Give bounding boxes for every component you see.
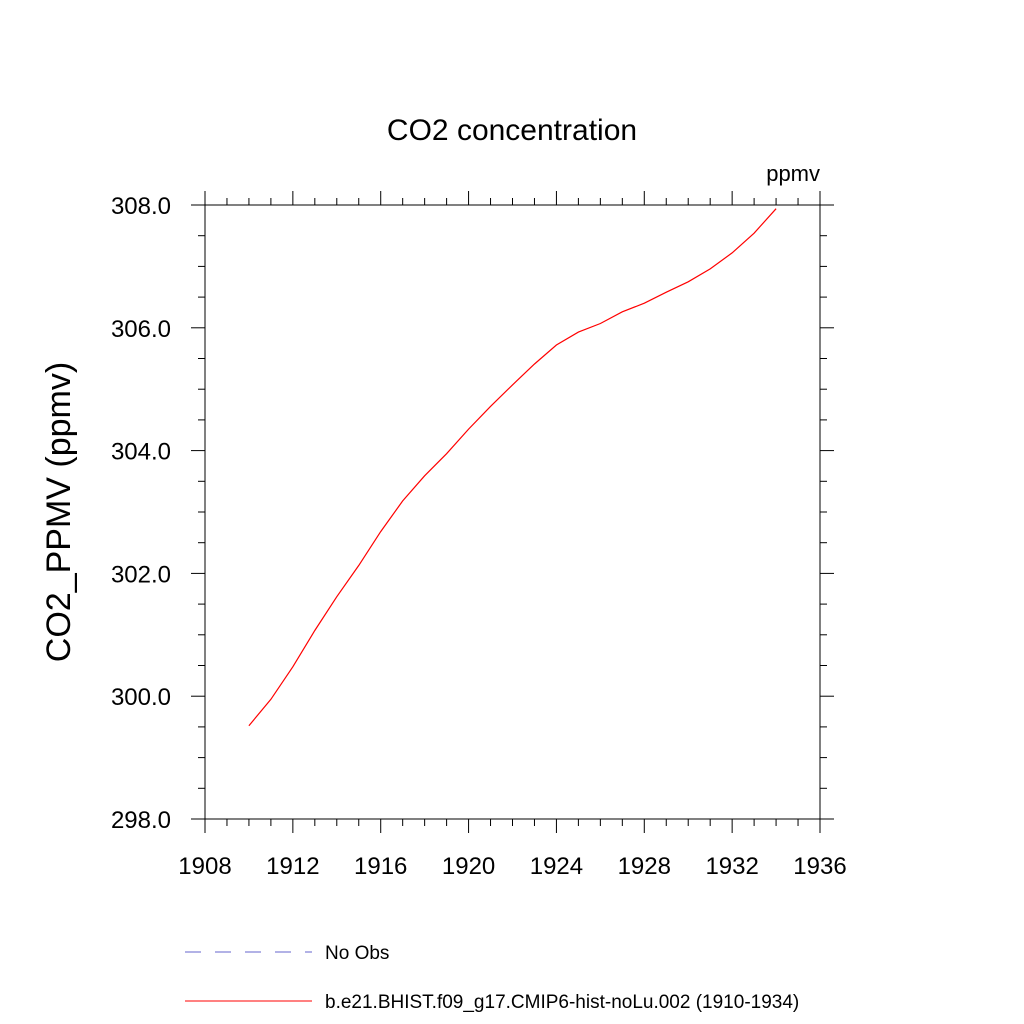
- legend-label: b.e21.BHIST.f09_g17.CMIP6-hist-noLu.002 …: [325, 992, 799, 1013]
- y-tick-label: 302.0: [111, 561, 171, 588]
- chart-title: CO2 concentration: [387, 114, 637, 147]
- units-label: ppmv: [766, 161, 820, 186]
- series-lines: [248, 208, 777, 727]
- y-tick-label: 304.0: [111, 439, 171, 466]
- y-tick-label: 306.0: [111, 316, 171, 343]
- x-tick-label: 1920: [442, 853, 495, 880]
- y-axis-label: CO2_PPMV (ppmv): [40, 362, 78, 662]
- y-tick-label: 300.0: [111, 684, 171, 711]
- x-tick-label: 1928: [618, 853, 671, 880]
- x-tick-label: 1932: [705, 853, 758, 880]
- y-tick-label: 298.0: [111, 807, 171, 834]
- x-tick-label: 1916: [354, 853, 407, 880]
- y-tick-label: 308.0: [111, 193, 171, 220]
- series-line: [248, 208, 777, 727]
- x-tick-label: 1908: [178, 853, 231, 880]
- legend-label: No Obs: [325, 943, 389, 964]
- x-tick-label: 1936: [793, 853, 846, 880]
- axis-ticks: [191, 191, 834, 833]
- legend: No Obs b.e21.BHIST.f09_g17.CMIP6-hist-noL…: [185, 943, 799, 1013]
- x-tick-label: 1912: [266, 853, 319, 880]
- plot-frame: [204, 204, 821, 820]
- x-tick-label: 1924: [530, 853, 583, 880]
- tick-labels: 1908 1912 1916 1920 1924 1928 1932 1936 298.0 300…: [111, 193, 847, 880]
